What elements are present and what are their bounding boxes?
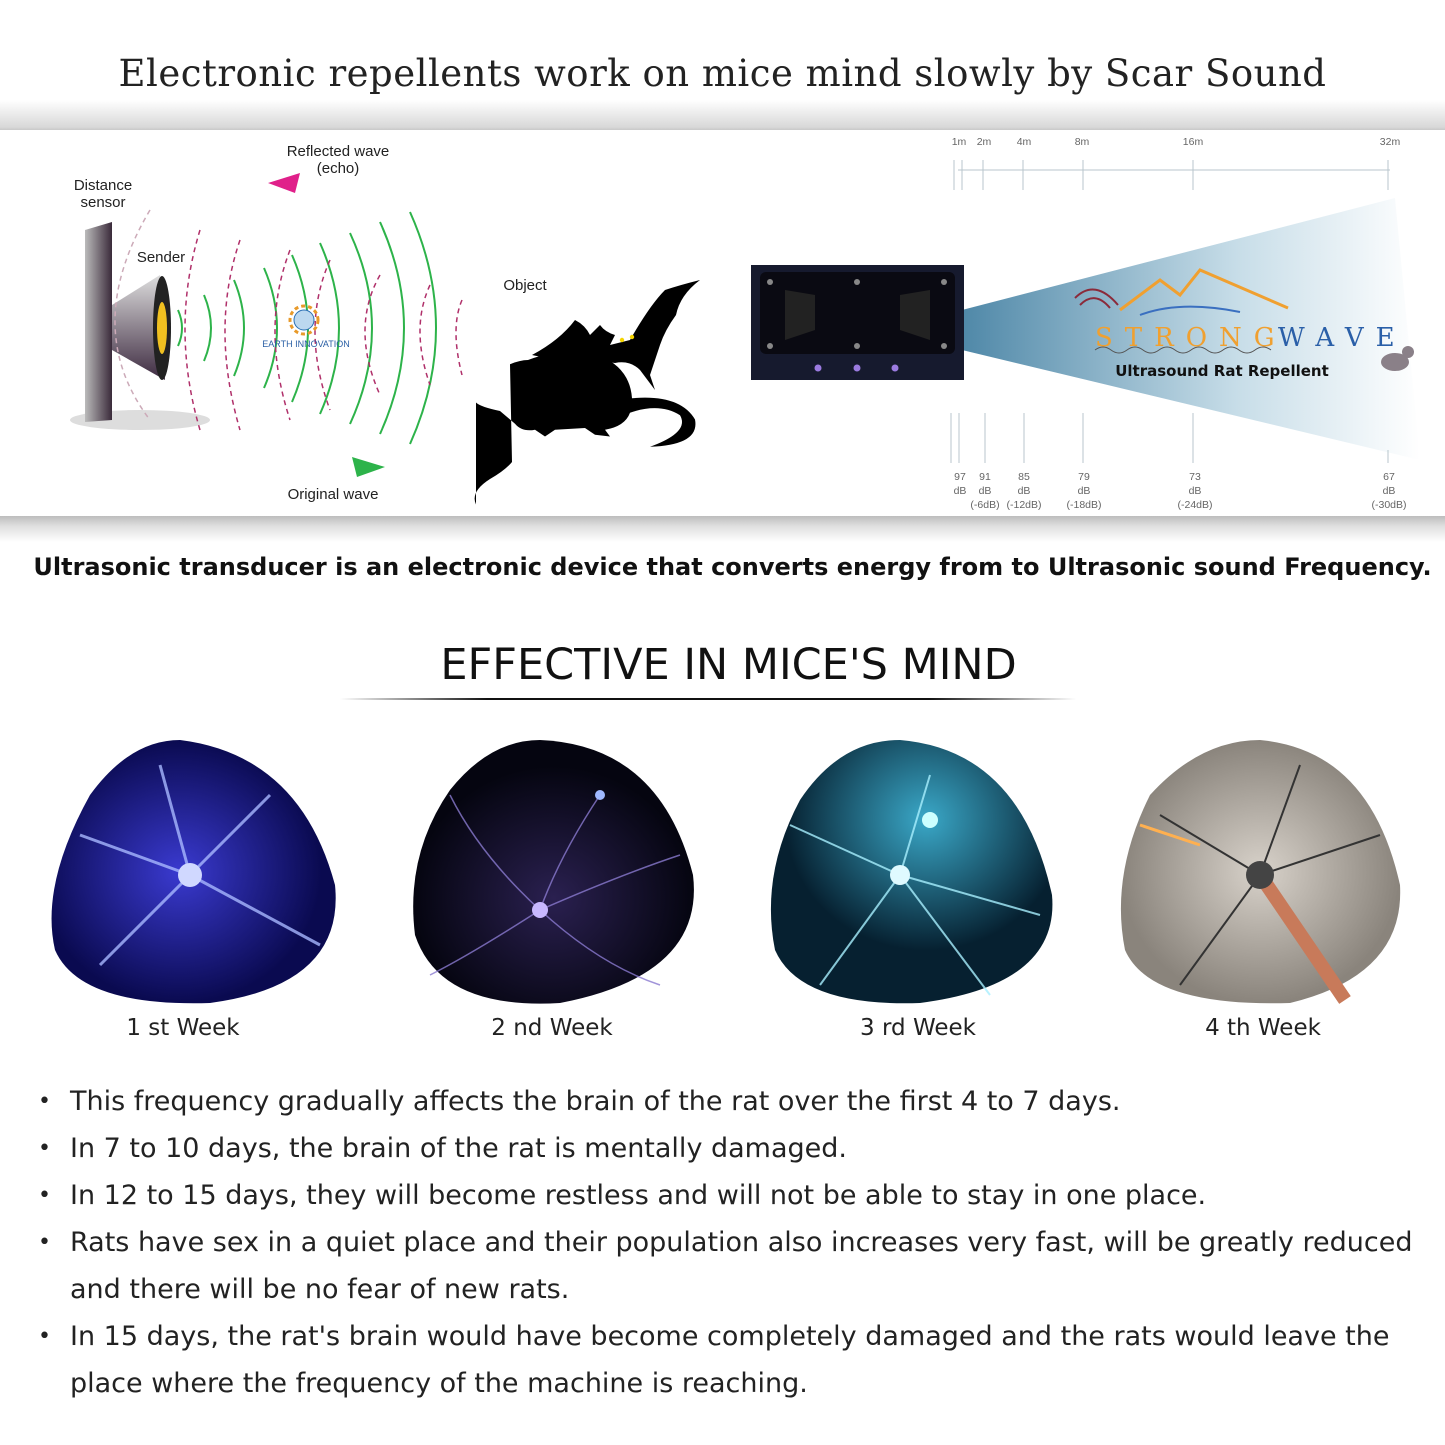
section-heading: EFFECTIVE IN MICE'S MIND bbox=[440, 640, 1017, 690]
speaker-icon bbox=[112, 275, 165, 380]
range-diagram: STRONG WAVE Ultrasound Rat Repellent bbox=[751, 160, 1420, 463]
week-label: 4 th Week bbox=[1205, 1015, 1321, 1041]
watermark-logo bbox=[288, 304, 320, 336]
reflected-wave-arcs bbox=[114, 209, 463, 431]
page-title: Electronic repellents work on mice mind … bbox=[118, 52, 1327, 95]
list-item: Rats have sex in a quiet place and their… bbox=[38, 1219, 1438, 1313]
week-label: 2 nd Week bbox=[491, 1015, 613, 1041]
db-level: 97 dB bbox=[953, 471, 967, 497]
sensor-wall bbox=[85, 222, 112, 422]
repeller-device bbox=[751, 265, 964, 380]
db-level: 85 dB (-12dB) bbox=[1006, 471, 1042, 511]
week-label: 3 rd Week bbox=[860, 1015, 976, 1041]
neuron-image-week-2 bbox=[413, 740, 694, 1004]
distance-tick: 8m bbox=[1074, 136, 1090, 148]
distance-sensor-label: Distance sensor bbox=[73, 177, 133, 211]
db-level: 79 dB (-18dB) bbox=[1066, 471, 1102, 511]
list-item: This frequency gradually affects the bra… bbox=[38, 1078, 1438, 1125]
list-item: In 15 days, the rat's brain would have b… bbox=[38, 1313, 1438, 1407]
sender-label: Sender bbox=[136, 249, 186, 266]
transducer-description: Ultrasonic transducer is an electronic d… bbox=[33, 553, 1432, 581]
list-item: In 7 to 10 days, the brain of the rat is… bbox=[38, 1125, 1438, 1172]
original-wave-label: Original wave bbox=[287, 486, 379, 503]
illustration-panel: EARTH INNOVATION Distance sensor Sender … bbox=[0, 130, 1445, 518]
distance-tick: 32m bbox=[1379, 136, 1401, 148]
distance-tick: 1m bbox=[951, 136, 967, 148]
distance-tick: 16m bbox=[1182, 136, 1204, 148]
week-label: 1 st Week bbox=[126, 1015, 240, 1041]
db-level: 67 dB (-30dB) bbox=[1371, 471, 1407, 511]
sound-beam bbox=[962, 198, 1420, 460]
running-rat-icon bbox=[1381, 346, 1414, 371]
neuron-image-week-1 bbox=[51, 740, 336, 1004]
db-level: 91 dB (-6dB) bbox=[970, 471, 1000, 511]
brand-tagline: Ultrasound Rat Repellent bbox=[1115, 362, 1329, 380]
rat-icon bbox=[474, 352, 696, 505]
arrow-right-icon bbox=[352, 457, 385, 477]
list-item: In 12 to 15 days, they will become restl… bbox=[38, 1172, 1438, 1219]
db-level: 73 dB (-24dB) bbox=[1177, 471, 1213, 511]
divider-band bbox=[0, 100, 1445, 132]
object-label: Object bbox=[503, 277, 547, 294]
distance-tick: 2m bbox=[976, 136, 992, 148]
effects-list: This frequency gradually affects the bra… bbox=[38, 1078, 1438, 1407]
reflected-wave-label: Reflected wave (echo) bbox=[286, 143, 390, 177]
neuron-images bbox=[51, 740, 1401, 1004]
neuron-image-week-4 bbox=[1120, 740, 1401, 1004]
watermark-text: EARTH INNOVATION bbox=[262, 339, 350, 349]
brand-word-wave: WAVE bbox=[1278, 323, 1407, 353]
brand-word-strong: STRONG bbox=[1095, 323, 1287, 353]
neuron-image-week-3 bbox=[770, 740, 1053, 1004]
heading-underline bbox=[340, 698, 1076, 700]
divider-band bbox=[0, 516, 1445, 542]
distance-tick: 4m bbox=[1016, 136, 1032, 148]
sonar-diagram: EARTH INNOVATION bbox=[70, 173, 700, 505]
brand-logo bbox=[1074, 268, 1289, 354]
arrow-left-icon bbox=[268, 173, 300, 193]
